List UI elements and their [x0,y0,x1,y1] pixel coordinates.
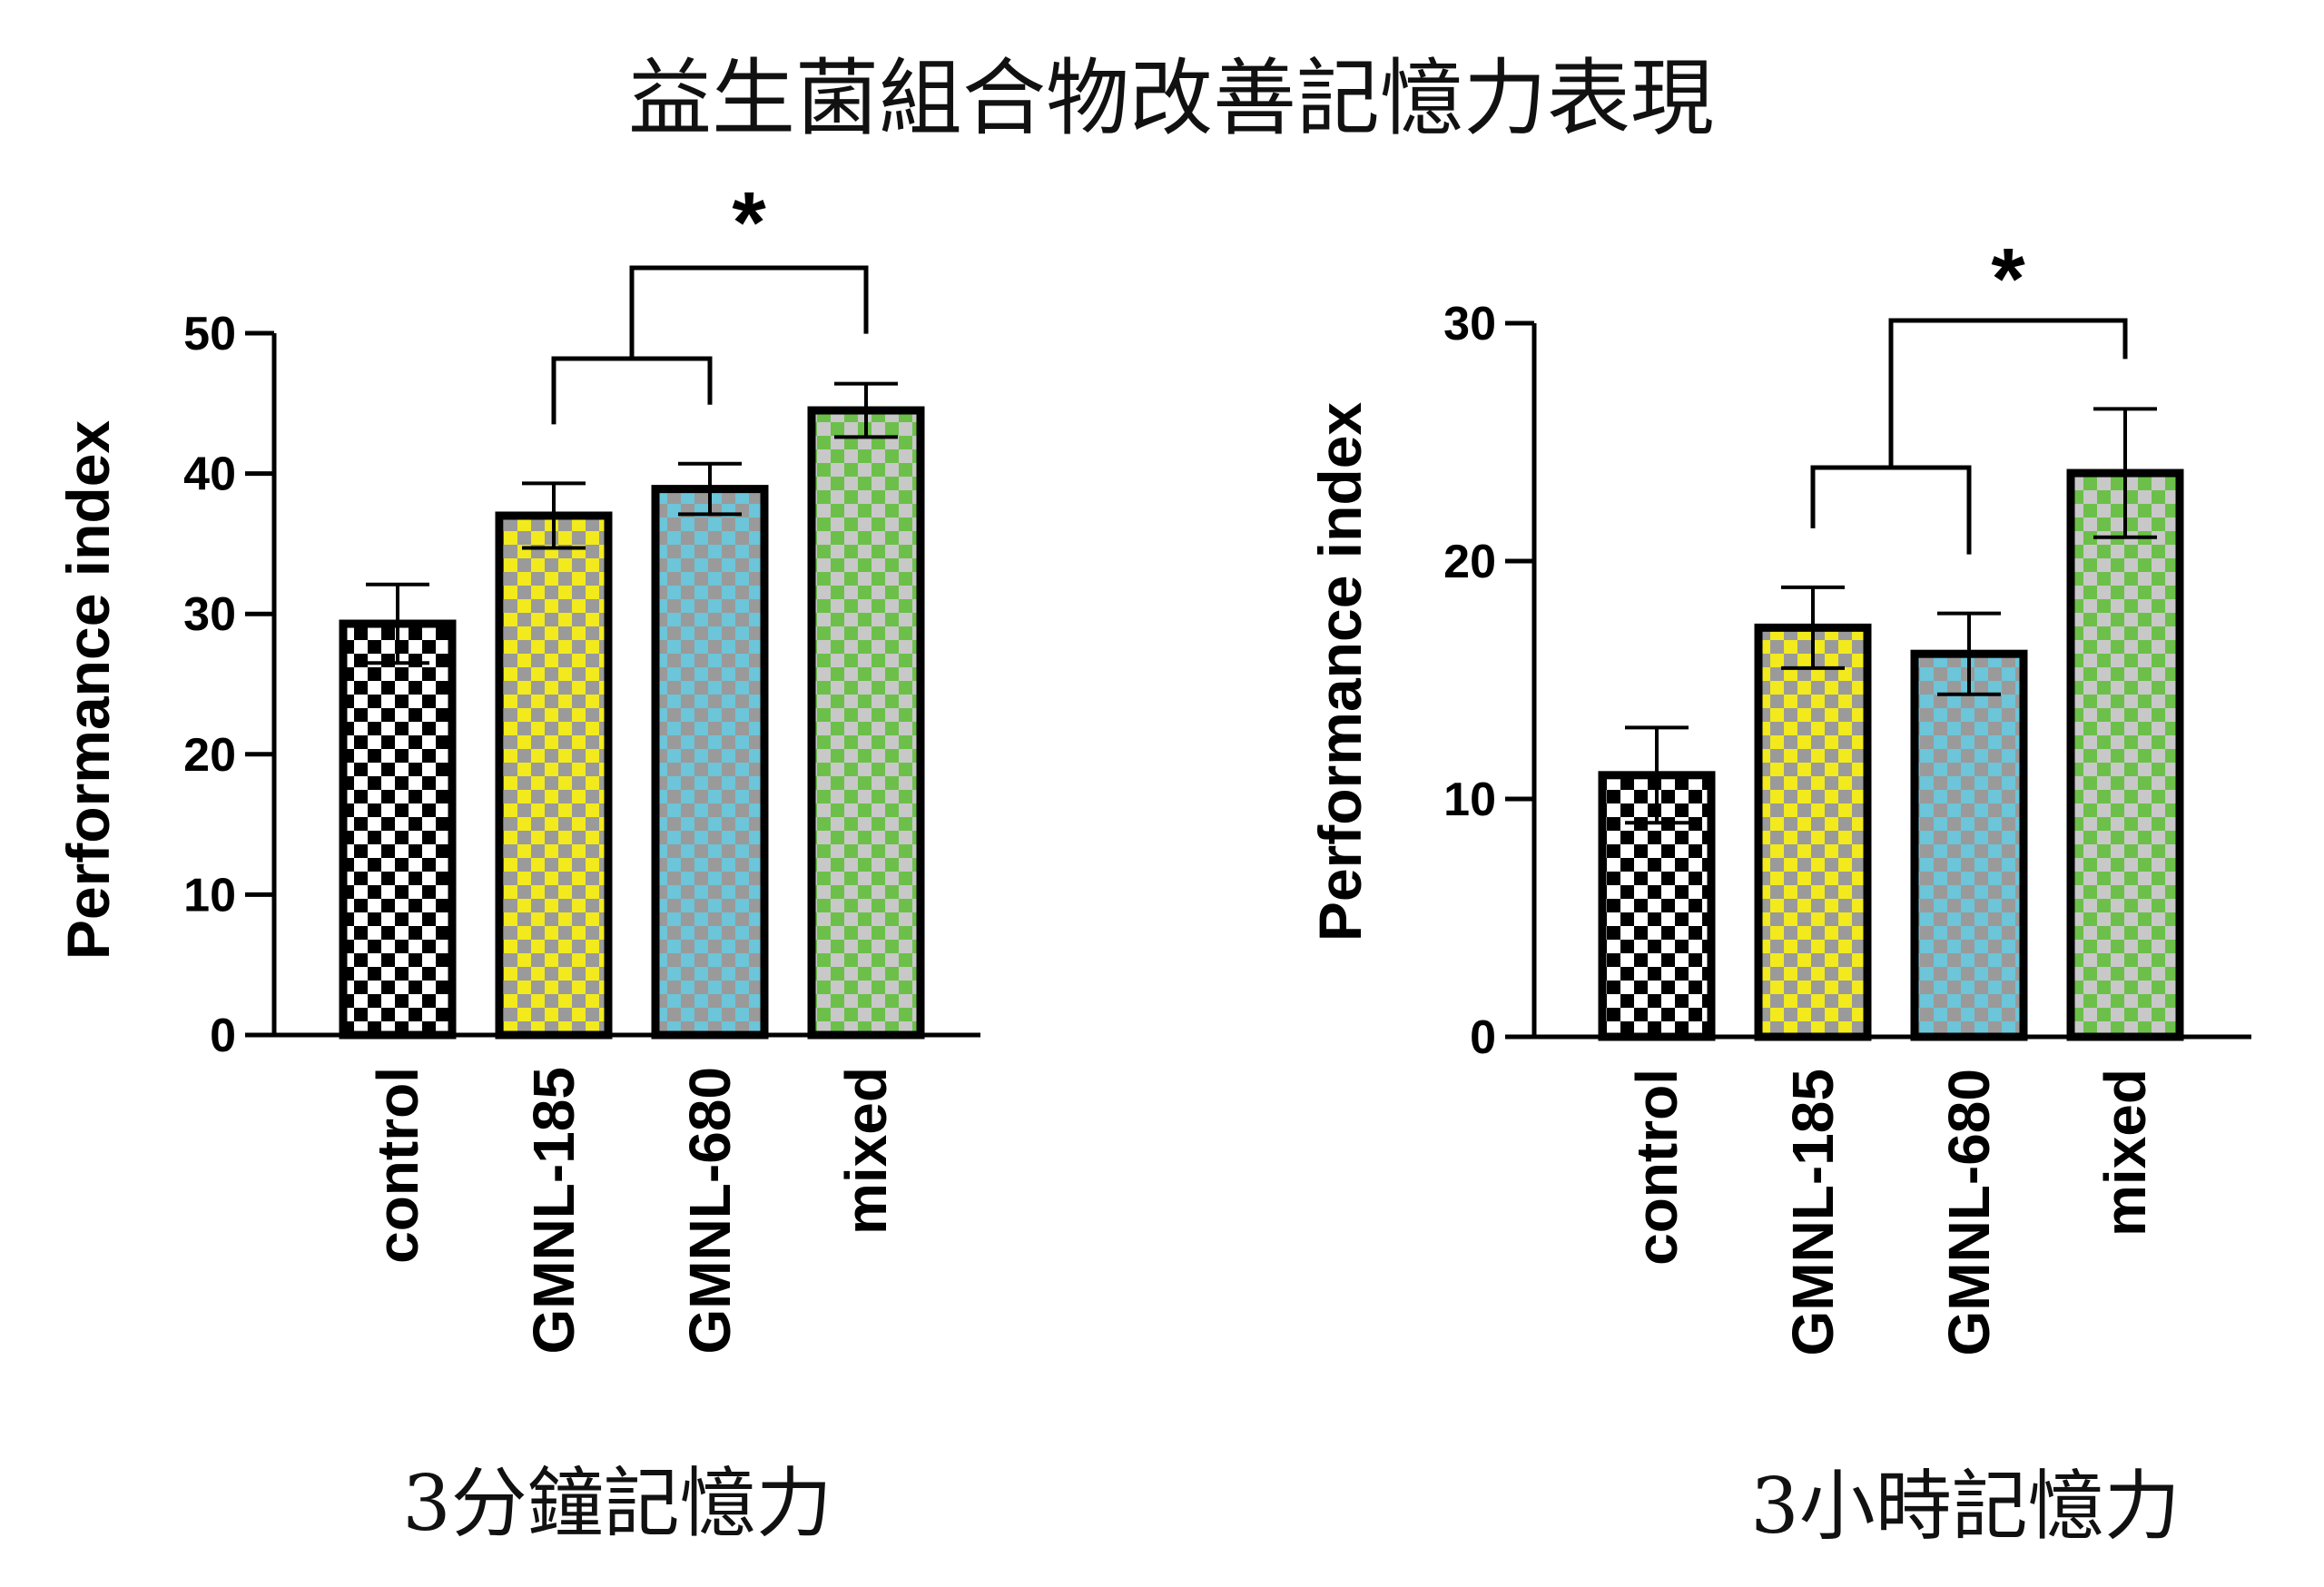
bar-mixed [807,406,925,1040]
x-tick-label: GMNL-680 [1936,1069,2002,1356]
y-tick-label: 50 [183,308,236,360]
y-tick-label: 10 [1443,774,1496,826]
x-tick-label: mixed [833,1067,899,1235]
significance-bracket [629,265,869,359]
x-tick-label: control [365,1067,430,1264]
y-tick-label: 20 [183,729,236,782]
y-axis-label: Performance index [1306,402,1374,942]
bar-control [339,619,457,1040]
y-tick-label: 0 [1470,1011,1496,1064]
y-tick-label: 30 [183,588,236,641]
x-tick-label: GMNL-185 [1780,1069,1846,1356]
bar-gmnl-680 [651,485,769,1040]
significance-star: * [732,174,766,271]
y-axis-label: Performance index [54,420,122,961]
chart-title: 3小時記憶力 [1750,1462,2180,1551]
x-tick-label: mixed [2093,1069,2158,1237]
figure-title: 益生菌組合物改善記憶力表現 [628,50,1714,147]
chart-3hr: 0 10 20 30 Performance index control GMNL-185 G… [1306,231,2251,1551]
bar-mixed [2066,468,2184,1041]
y-tick-label: 30 [1443,298,1496,350]
y-tick-label: 10 [183,869,236,922]
significance-bracket-group [1810,465,1972,555]
x-tick-label: GMNL-185 [521,1067,586,1355]
significance-star: * [1991,231,2025,328]
y-tick-label: 0 [210,1010,236,1062]
bar-gmnl-185 [1754,623,1872,1041]
significance-bracket-group [551,356,713,425]
bar-gmnl-680 [1910,649,2028,1041]
bar-gmnl-185 [495,511,613,1040]
chart-3min: 0 10 20 30 40 50 Performance index control GMNL-… [54,174,980,1548]
x-tick-label: control [1624,1069,1689,1266]
significance-bracket [1888,318,2128,468]
chart-title: 3分鐘記憶力 [402,1459,832,1548]
y-tick-label: 20 [1443,536,1496,588]
x-tick-label: GMNL-680 [677,1067,743,1355]
y-tick-label: 40 [183,448,236,501]
